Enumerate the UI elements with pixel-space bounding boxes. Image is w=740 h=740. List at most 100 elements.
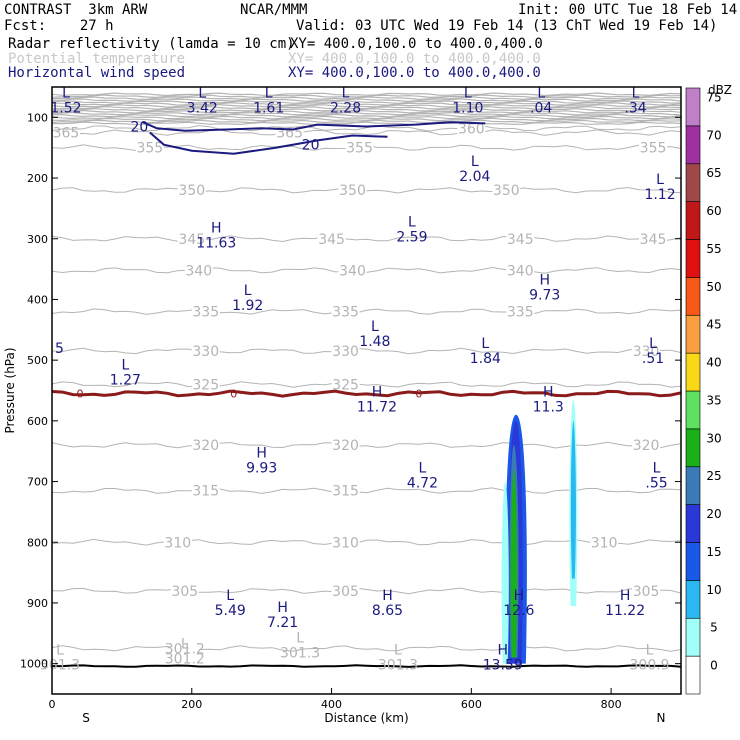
y-tick-label: 1000 [20, 658, 48, 671]
extremum-value-4: 1.10 [452, 100, 483, 116]
x-tick-label: 400 [321, 698, 342, 711]
zero-wind-label: 0 [415, 388, 422, 401]
extremum-type-24: H [277, 600, 288, 616]
y-tick-label: 500 [27, 354, 48, 367]
theta-label-340: 340 [507, 263, 534, 279]
extremum-value-18: 11.3 [533, 400, 564, 416]
zero-wind-label: 0 [76, 388, 83, 401]
theta-band-line [51, 100, 682, 104]
extremum-type-7: L [471, 154, 479, 170]
y-tick-label: 300 [27, 233, 48, 246]
theta-label-310: 310 [591, 535, 618, 551]
colorbar-segment-12 [685, 201, 701, 240]
zero-wind-label: 0 [230, 388, 237, 401]
field1-xy: XY= 400.0,100.0 to 400.0,400.0 [290, 36, 543, 52]
theta-label-330: 330 [633, 344, 660, 360]
theta-label-bg [338, 263, 367, 277]
extremum-type-16: L [121, 357, 129, 373]
colorbar-segment-8 [685, 352, 701, 392]
theta-label-325: 325 [332, 377, 359, 393]
theta-label-bg [191, 377, 220, 391]
theta-label-355: 355 [136, 141, 163, 157]
extremum-type-23: L [226, 588, 234, 604]
extremum-value-6: .34 [624, 100, 646, 116]
colorbar-segment-15 [685, 87, 701, 127]
extremum-value-24: 7.21 [267, 615, 298, 631]
extremum-type-17: H [372, 385, 383, 401]
init-time: Init: 00 UTC Tue 18 Feb 14 [518, 2, 738, 18]
theta-label-bg [331, 483, 360, 497]
theta-band-line [51, 96, 681, 101]
theta-label-345: 345 [318, 232, 345, 248]
extremum-value-10: 11.63 [196, 236, 236, 252]
extremum-type-26: H [620, 588, 631, 604]
theta-label-bg [639, 231, 668, 245]
theta-label-310: 310 [332, 535, 359, 551]
extremum-type-28: L [56, 643, 64, 659]
theta-label-bg [191, 483, 220, 497]
x-end-label-left: S [82, 711, 90, 725]
extremum-value-8: 1.12 [644, 187, 675, 203]
extremum-value-1: 3.42 [187, 100, 218, 116]
x-tick-label: 200 [181, 698, 202, 711]
theta-label-bg [317, 231, 346, 245]
extremum-type-11: H [539, 272, 550, 288]
colorbar-segment-10 [685, 277, 701, 316]
colorbar-segment-1 [685, 617, 701, 657]
colorbar-label-40: 40 [706, 356, 721, 370]
extremum-type-8: L [656, 172, 664, 188]
colorbar-label-35: 35 [706, 393, 721, 407]
colorbar-label-30: 30 [706, 431, 721, 445]
extremum-value-27: 13.59 [483, 658, 523, 674]
extremum-type-6: L [632, 85, 640, 101]
theta-label-bg [506, 263, 535, 277]
extremum-value-11: 9.73 [529, 287, 560, 303]
theta-label-320: 320 [332, 438, 359, 454]
theta-label-bg [170, 641, 199, 655]
theta-label-bg [177, 231, 206, 245]
colorbar-segment-9 [685, 314, 701, 354]
extremum-value-23: 5.49 [215, 603, 246, 619]
wind-contours: 0 0 0 20 20 [51, 119, 682, 401]
theta-contour-360 [51, 124, 682, 132]
y-axis-label: Pressure (hPa) [3, 347, 17, 433]
theta-label-305: 305 [332, 584, 359, 600]
field2-xy: XY= 400.0,100.0 to 400.0,400.0 [288, 51, 541, 67]
theta-label-365: 365 [53, 126, 80, 142]
center-label: NCAR/MMM [240, 2, 308, 18]
field3-xy: XY= 400.0,100.0 to 400.0,400.0 [288, 65, 541, 81]
y-tick-label: 100 [27, 111, 48, 124]
theta-label-301.2: 301.2 [165, 641, 205, 657]
theta-band-line [51, 109, 682, 114]
theta-contour-325 [51, 381, 682, 388]
extremum-type-29: L [181, 637, 189, 653]
theta-label-315: 315 [192, 484, 219, 500]
extremum-type-1: L [198, 85, 206, 101]
extremum-type-4: L [464, 85, 472, 101]
extremum-value-15: .51 [642, 351, 664, 367]
colorbar-segment-6 [685, 428, 701, 468]
theta-label-bg [590, 535, 619, 549]
extremum-type-0: L [62, 85, 70, 101]
extremum-value-21: .55 [645, 475, 667, 491]
theta-label-350: 350 [178, 183, 205, 199]
zero-wind-line [51, 389, 682, 398]
extremum-type-10: H [211, 221, 222, 237]
wind-20-label: 20 [130, 119, 148, 135]
theta-label-340: 340 [339, 263, 366, 279]
theta-contour-330 [51, 347, 682, 355]
extremum-value-31: 301.3 [378, 658, 418, 674]
theta-band-line [51, 92, 682, 97]
extremum-value-19: 9.93 [246, 460, 277, 476]
extremum-type-20: L [419, 460, 427, 476]
theta-label-bg [331, 583, 360, 597]
theta-band-line [51, 121, 682, 126]
colorbar-segment-5 [685, 466, 701, 505]
colorbar-label-0: 0 [710, 659, 718, 673]
theta-label-350: 350 [339, 183, 366, 199]
theta-label-310: 310 [164, 535, 191, 551]
colorbar-label-75: 75 [706, 90, 721, 104]
x-tick-label: 0 [49, 698, 56, 711]
